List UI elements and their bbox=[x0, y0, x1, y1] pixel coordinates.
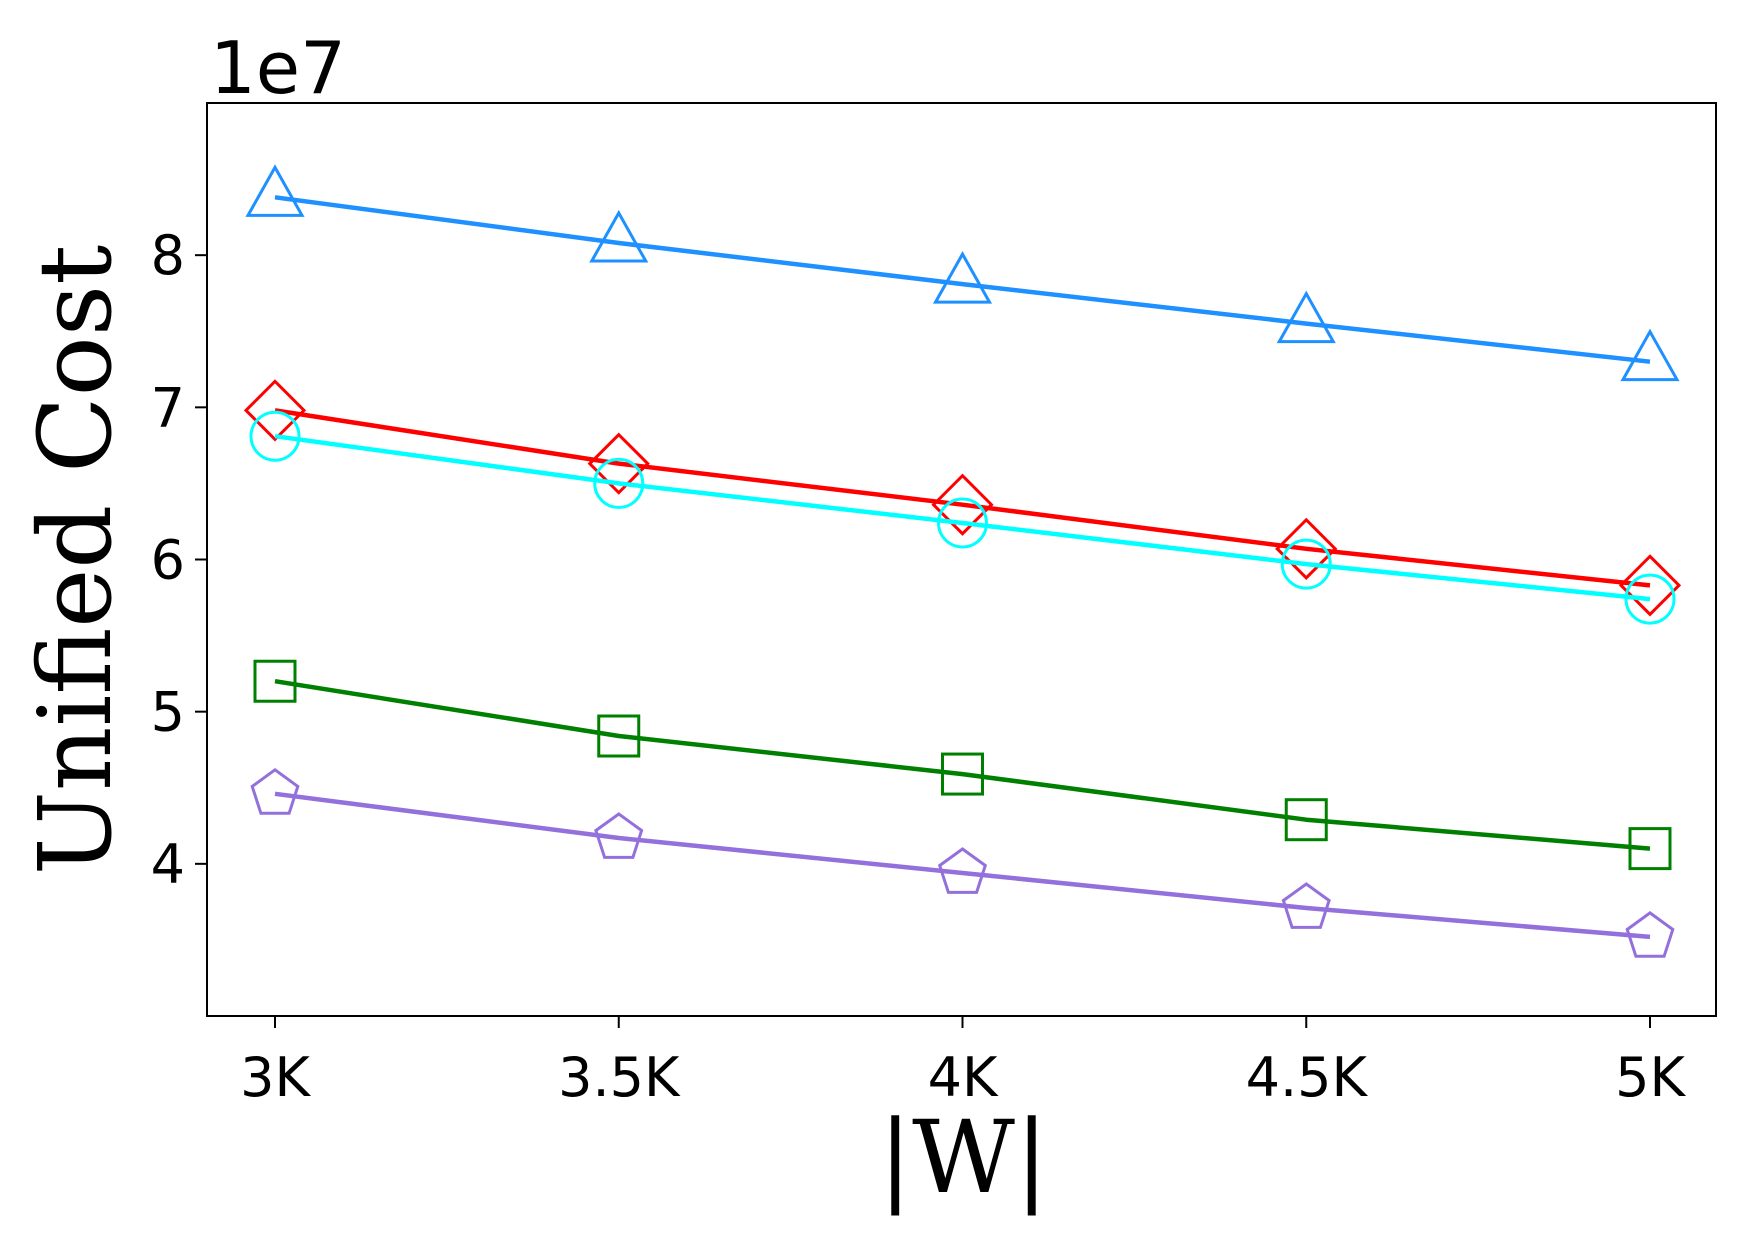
y-tick-label: 4 bbox=[151, 833, 185, 896]
series-square bbox=[253, 659, 1672, 871]
circle-marker bbox=[1280, 538, 1332, 590]
x-axis-title: |W| bbox=[878, 1099, 1048, 1216]
circle-marker bbox=[249, 410, 301, 462]
x-tick-label: 3.5K bbox=[558, 1046, 681, 1109]
square-marker bbox=[597, 714, 641, 758]
triangle-marker bbox=[589, 209, 649, 263]
diamond-marker bbox=[931, 473, 994, 536]
pentagon-marker bbox=[594, 812, 644, 859]
y-tick-label: 6 bbox=[151, 529, 185, 592]
y-tick-label: 5 bbox=[151, 681, 185, 744]
square-marker bbox=[1284, 798, 1328, 842]
series-line bbox=[274, 408, 1651, 588]
pentagon-marker bbox=[1625, 911, 1675, 958]
pentagon-marker bbox=[250, 767, 300, 815]
triangle-marker bbox=[1620, 328, 1680, 382]
square-marker bbox=[941, 752, 984, 796]
series-line bbox=[274, 195, 1651, 364]
pentagon-marker bbox=[937, 847, 988, 894]
series-line bbox=[274, 678, 1651, 851]
triangle-marker bbox=[1276, 290, 1336, 344]
y-tick-label: 7 bbox=[151, 376, 185, 439]
triangle-marker bbox=[245, 164, 305, 217]
diamond-marker bbox=[1618, 554, 1682, 617]
diamond-marker bbox=[243, 379, 307, 442]
diamond-marker bbox=[587, 432, 650, 495]
series-line bbox=[274, 791, 1651, 940]
y-tick-label: 8 bbox=[151, 224, 185, 287]
circle-marker bbox=[1624, 573, 1676, 625]
plot-frame bbox=[206, 102, 1717, 1017]
square-marker bbox=[253, 659, 297, 703]
y-axis: 4 5 6 7 8 bbox=[151, 224, 207, 896]
triangle-marker bbox=[932, 251, 993, 304]
x-axis: 3K 3.5K 4K 4.5K 5K bbox=[240, 1016, 1686, 1109]
series-triangle bbox=[245, 164, 1680, 382]
diamond-marker bbox=[1275, 517, 1338, 580]
square-marker bbox=[1628, 827, 1672, 871]
series-diamond bbox=[243, 379, 1682, 617]
x-tick-label: 5K bbox=[1615, 1046, 1686, 1109]
x-tick-label: 4K bbox=[928, 1046, 999, 1109]
x-tick-label: 3K bbox=[240, 1046, 311, 1109]
series-circle bbox=[249, 410, 1676, 625]
series-line bbox=[274, 433, 1651, 602]
series-pentagon bbox=[250, 767, 1675, 958]
circle-marker bbox=[593, 457, 645, 509]
y-offset-label: 1e7 bbox=[210, 26, 346, 110]
circle-marker bbox=[937, 497, 988, 549]
y-axis-title: Unified Cost bbox=[17, 245, 134, 876]
series-layer bbox=[243, 164, 1682, 958]
x-tick-label: 4.5K bbox=[1246, 1046, 1369, 1109]
pentagon-marker bbox=[1281, 882, 1331, 929]
